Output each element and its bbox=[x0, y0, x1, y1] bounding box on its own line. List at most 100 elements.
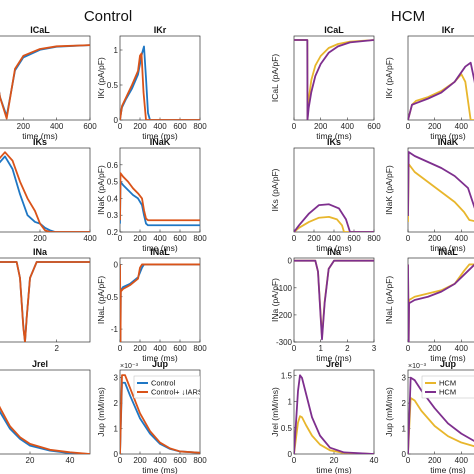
legend-entry: HCM bbox=[439, 388, 456, 397]
panel-c-jup: Jup 0 200 400 600 800 0 1 2 3 time (ms) Jup (mM/ms)… bbox=[96, 359, 207, 474]
y-axis-label: INaL (pA/pF) bbox=[384, 276, 394, 325]
x-tick-label: 400 bbox=[83, 234, 97, 243]
x-axis-label: time (ms) bbox=[430, 465, 466, 474]
y-tick-label: 0.6 bbox=[107, 161, 119, 170]
panel-h-iks: IKs 0 200 400 600 800 time (ms) IKs (pA/pF) bbox=[270, 137, 381, 253]
x-tick-label: 200 bbox=[133, 234, 147, 243]
y-axis-label: INaL (pA/pF) bbox=[96, 276, 106, 325]
x-axis-label: time (ms) bbox=[142, 353, 178, 363]
series-line-2 bbox=[408, 263, 474, 342]
y-tick-label: 0 bbox=[114, 116, 119, 125]
y-tick-label: 0 bbox=[288, 257, 293, 266]
panel-h-ical: ICaL 0 200 400 600 time (ms) ICaL (pA/pF) bbox=[270, 25, 381, 141]
x-tick-label: 0 bbox=[406, 344, 411, 353]
y-tick-label: 1.5 bbox=[281, 371, 293, 380]
x-tick-label: 2 bbox=[54, 344, 59, 353]
legend-entry: Control bbox=[151, 379, 176, 388]
x-tick-label: 600 bbox=[347, 234, 361, 243]
x-tick-label: 200 bbox=[428, 456, 442, 465]
y-axis-label: Jrel (mM/ms) bbox=[270, 387, 280, 437]
series-line-2 bbox=[408, 151, 474, 217]
x-axis-label: time (ms) bbox=[430, 353, 466, 363]
series-line-1 bbox=[0, 409, 90, 454]
y-tick-label: -200 bbox=[276, 311, 293, 320]
x-tick-label: 200 bbox=[428, 344, 442, 353]
x-tick-label: 400 bbox=[327, 234, 341, 243]
panel-title: INaK bbox=[438, 137, 459, 147]
legend-entry: Control+ ↓IARS bbox=[151, 388, 203, 397]
axes-frame bbox=[407, 147, 474, 233]
series-line-1 bbox=[408, 263, 474, 342]
x-tick-label: 400 bbox=[455, 234, 469, 243]
y-axis-exponent: ×10⁻³ bbox=[408, 363, 427, 370]
x-tick-label: 200 bbox=[314, 122, 328, 131]
x-tick-label: 200 bbox=[428, 234, 442, 243]
x-tick-label: 800 bbox=[367, 234, 381, 243]
axes-frame bbox=[407, 369, 474, 455]
y-tick-label: 3 bbox=[402, 374, 407, 383]
panel-title: ICaL bbox=[324, 25, 344, 35]
x-tick-label: 200 bbox=[133, 344, 147, 353]
series-line-1 bbox=[294, 39, 374, 120]
x-tick-label: 600 bbox=[83, 122, 97, 131]
series-line-2 bbox=[0, 44, 90, 120]
series-line-2 bbox=[0, 405, 90, 454]
axes-frame bbox=[119, 35, 201, 121]
x-tick-label: 0 bbox=[406, 456, 411, 465]
y-tick-label: -1 bbox=[111, 325, 119, 334]
series-line-1 bbox=[120, 180, 200, 227]
x-axis-label: time (ms) bbox=[430, 131, 466, 141]
series-line-1 bbox=[408, 397, 474, 454]
x-axis-label: time (ms) bbox=[316, 243, 352, 253]
y-tick-label: 1 bbox=[402, 425, 407, 434]
x-tick-label: 200 bbox=[133, 456, 147, 465]
x-axis-label: time (ms) bbox=[316, 131, 352, 141]
x-tick-label: 400 bbox=[153, 344, 167, 353]
y-axis-label: Jup (mM/ms) bbox=[384, 387, 394, 437]
y-tick-label: 1 bbox=[288, 398, 293, 407]
y-tick-label: 0.5 bbox=[281, 424, 293, 433]
x-axis-label: time (ms) bbox=[430, 243, 466, 253]
series-line-2 bbox=[408, 376, 474, 454]
series-line-1 bbox=[408, 163, 474, 223]
panel-h-jrel: Jrel 0 20 40 0 0.5 1 1.5 time (ms) Jrel (mM/ms) bbox=[270, 359, 379, 474]
series-line-2 bbox=[0, 261, 90, 342]
x-tick-label: 0 bbox=[118, 344, 123, 353]
panel-c-ina: INa 2 bbox=[0, 247, 91, 353]
y-tick-label: 0.2 bbox=[107, 228, 119, 237]
x-tick-label: 40 bbox=[66, 456, 75, 465]
y-tick-label: -100 bbox=[276, 284, 293, 293]
y-tick-label: 0 bbox=[114, 260, 119, 269]
y-tick-label: 3 bbox=[114, 374, 119, 383]
y-tick-label: -300 bbox=[276, 338, 293, 347]
series-line-2 bbox=[294, 374, 374, 454]
y-tick-label: 0.4 bbox=[107, 194, 119, 203]
x-tick-label: 0 bbox=[292, 122, 297, 131]
panel-c-inal: INaL 0 200 400 600 800 -1 -0.5 0 time (ms) INaL (p… bbox=[96, 247, 207, 363]
series-line-1 bbox=[120, 263, 200, 342]
panel-title: INa bbox=[327, 247, 342, 257]
series-line-1 bbox=[294, 215, 374, 232]
y-axis-label: IKs (pA/pF) bbox=[270, 168, 280, 211]
panel-title: IKs bbox=[33, 137, 47, 147]
x-axis-label: time (ms) bbox=[22, 131, 58, 141]
x-tick-label: 600 bbox=[173, 234, 187, 243]
y-tick-label: 0 bbox=[288, 450, 293, 459]
x-tick-label: 400 bbox=[153, 456, 167, 465]
panel-c-iks: IKs 200 400 bbox=[0, 137, 97, 243]
series-line-1 bbox=[294, 415, 374, 454]
panel-title: ICaL bbox=[30, 25, 50, 35]
panel-c-jrel: Jrel 20 40 bbox=[0, 359, 91, 465]
y-tick-label: -0.5 bbox=[104, 293, 118, 302]
y-tick-label: 2 bbox=[402, 399, 407, 408]
x-tick-label: 800 bbox=[193, 234, 207, 243]
x-tick-label: 0 bbox=[292, 456, 297, 465]
y-axis-label: IKr (pA/pF) bbox=[384, 57, 394, 99]
x-tick-label: 400 bbox=[455, 456, 469, 465]
